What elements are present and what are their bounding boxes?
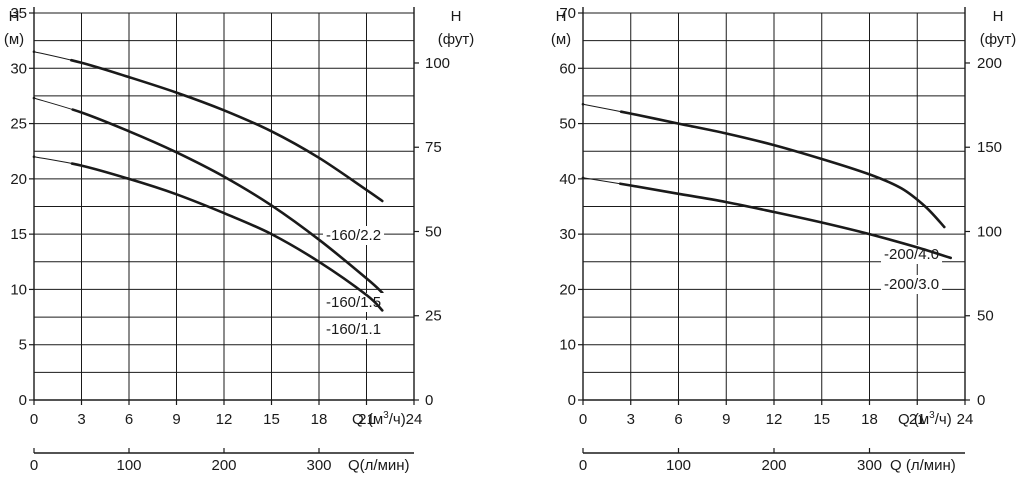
y-tick-label-left: 20 — [10, 171, 27, 188]
x-axis-label-suffix: /ч) — [389, 411, 406, 428]
y-tick-label-left: 10 — [10, 281, 27, 298]
series-line-1 — [32, 50, 384, 203]
x2-tick-label: 100 — [116, 457, 141, 474]
y-axis-title-right: H — [451, 8, 462, 25]
y-tick-label-left: 35 — [10, 5, 27, 22]
y-tick-label-left: 70 — [559, 5, 576, 22]
y-tick-label-left: 30 — [559, 226, 576, 243]
x2-axis-label: Q (л/мин) — [890, 457, 956, 474]
x-axis-label: Q (м3/ч) — [352, 410, 406, 428]
y-tick-label-left: 0 — [19, 392, 27, 409]
series-label-2: -200/3.0 — [884, 276, 939, 293]
x-tick-label: 9 — [722, 411, 730, 428]
y-tick-label-left: 20 — [559, 281, 576, 298]
x-tick-label: 3 — [77, 411, 85, 428]
y-axis-unit-right: (фут) — [438, 31, 475, 48]
series-line-2 — [32, 96, 384, 294]
x-tick-label: 15 — [813, 411, 830, 428]
y-tick-label-right: 150 — [977, 139, 1002, 156]
y-tick-label-left: 15 — [10, 226, 27, 243]
x-tick-label: 12 — [216, 411, 233, 428]
x-tick-label: 6 — [674, 411, 682, 428]
y-axis-unit-left: (м) — [4, 31, 24, 48]
x-tick-label: 21 — [358, 411, 375, 428]
x-tick-label: 0 — [579, 411, 587, 428]
x-tick-label: 0 — [30, 411, 38, 428]
x-axis-label-sup: 3 — [383, 410, 389, 421]
y-axis-unit-right: (фут) — [980, 31, 1017, 48]
x-tick-label: 9 — [172, 411, 180, 428]
x2-tick-label: 300 — [306, 457, 331, 474]
x2-tick-label: 200 — [761, 457, 786, 474]
y-tick-label-right: 0 — [425, 392, 433, 409]
x2-tick-label: 300 — [857, 457, 882, 474]
x2-tick-label: 0 — [579, 457, 587, 474]
series-label-bg — [323, 320, 385, 339]
y-tick-label-right: 25 — [425, 308, 442, 325]
x-tick-label: 24 — [957, 411, 974, 428]
y-tick-label-right: 75 — [425, 139, 442, 156]
series-label-2: -160/1.5 — [326, 294, 381, 311]
y-tick-label-left: 5 — [19, 337, 27, 354]
y-tick-label-left: 10 — [559, 337, 576, 354]
y-tick-label-right: 200 — [977, 55, 1002, 72]
series-line-1 — [581, 102, 946, 229]
x2-tick-label: 0 — [30, 457, 38, 474]
series-line-2 — [581, 176, 952, 260]
x-tick-label: 24 — [406, 411, 423, 428]
y-tick-label-right: 0 — [977, 392, 985, 409]
x-tick-label: 18 — [311, 411, 328, 428]
y-tick-label-left: 60 — [559, 60, 576, 77]
x-axis-label-prefix: Q (м — [352, 411, 383, 428]
x-axis-label-prefix: Q (м — [898, 411, 929, 428]
x-axis-label: Q (м3/ч) — [898, 410, 952, 428]
series-line-thin — [33, 97, 383, 294]
y-axis-title-left: H — [9, 8, 20, 25]
y-axis-unit-left: (м) — [551, 31, 571, 48]
x-tick-label: 12 — [766, 411, 783, 428]
y-tick-label-right: 50 — [425, 223, 442, 240]
x-tick-label: 6 — [125, 411, 133, 428]
x-tick-label: 3 — [627, 411, 635, 428]
series-label-1: -160/2.2 — [326, 227, 381, 244]
x-axis-label-suffix: /ч) — [935, 411, 952, 428]
series-label-1: -200/4.0 — [884, 246, 939, 263]
y-tick-label-left: 40 — [559, 171, 576, 188]
y-tick-label-left: 50 — [559, 116, 576, 133]
series-label-bg — [323, 226, 385, 245]
y-tick-label-left: 30 — [10, 60, 27, 77]
x2-tick-label: 200 — [211, 457, 236, 474]
y-axis-title-left: H — [556, 8, 567, 25]
series-label-3: -160/1.1 — [326, 321, 381, 338]
x-tick-label: 21 — [909, 411, 926, 428]
y-tick-label-left: 0 — [568, 392, 576, 409]
x-axis-label-sup: 3 — [929, 410, 935, 421]
series-label-bg — [881, 275, 943, 294]
x-tick-label: 15 — [263, 411, 280, 428]
y-tick-label-right: 50 — [977, 308, 994, 325]
y-tick-label-right: 100 — [977, 223, 1002, 240]
x-tick-label: 18 — [861, 411, 878, 428]
x2-tick-label: 100 — [666, 457, 691, 474]
x2-axis-label: Q(л/мин) — [348, 457, 410, 474]
y-axis-title-right: H — [993, 8, 1004, 25]
series-line-3 — [32, 155, 384, 312]
y-tick-label-left: 25 — [10, 116, 27, 133]
y-tick-label-right: 100 — [425, 55, 450, 72]
